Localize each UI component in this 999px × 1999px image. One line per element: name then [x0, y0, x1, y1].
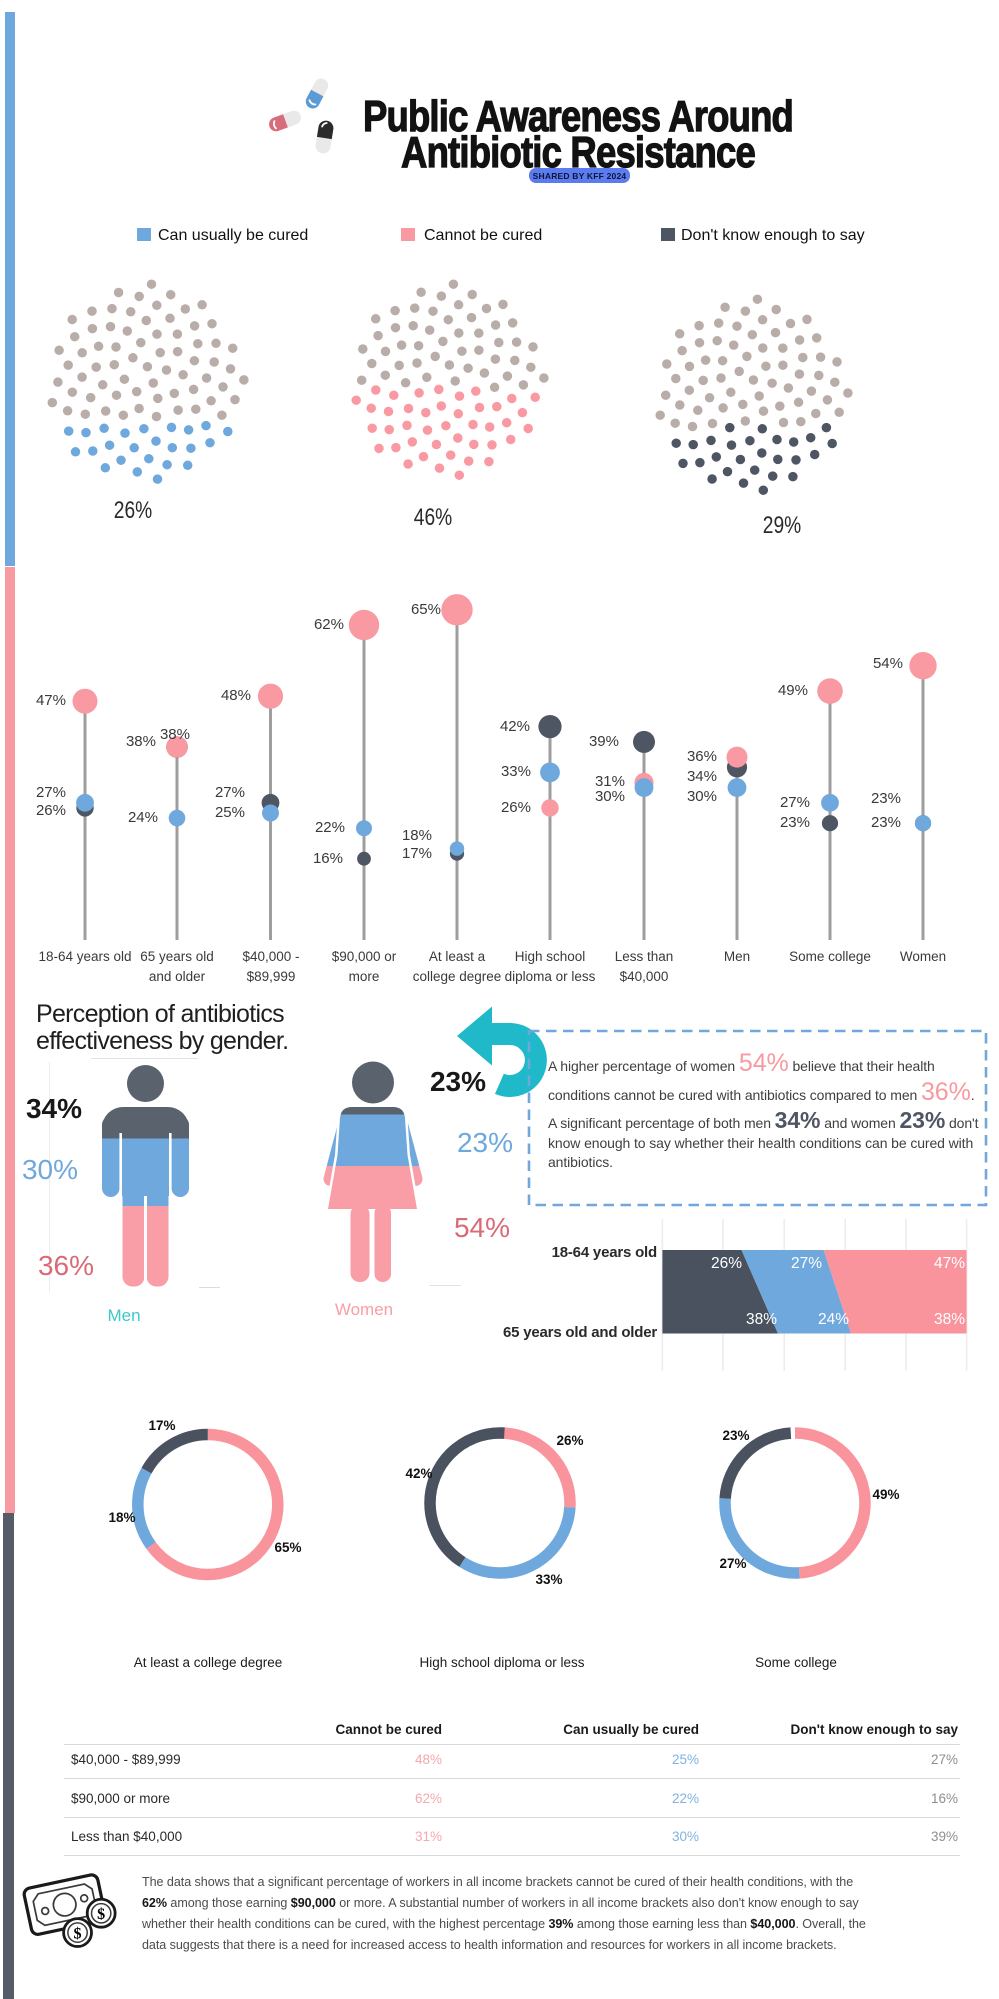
svg-text:$: $ [74, 1925, 82, 1942]
svg-text:$: $ [97, 1906, 105, 1923]
